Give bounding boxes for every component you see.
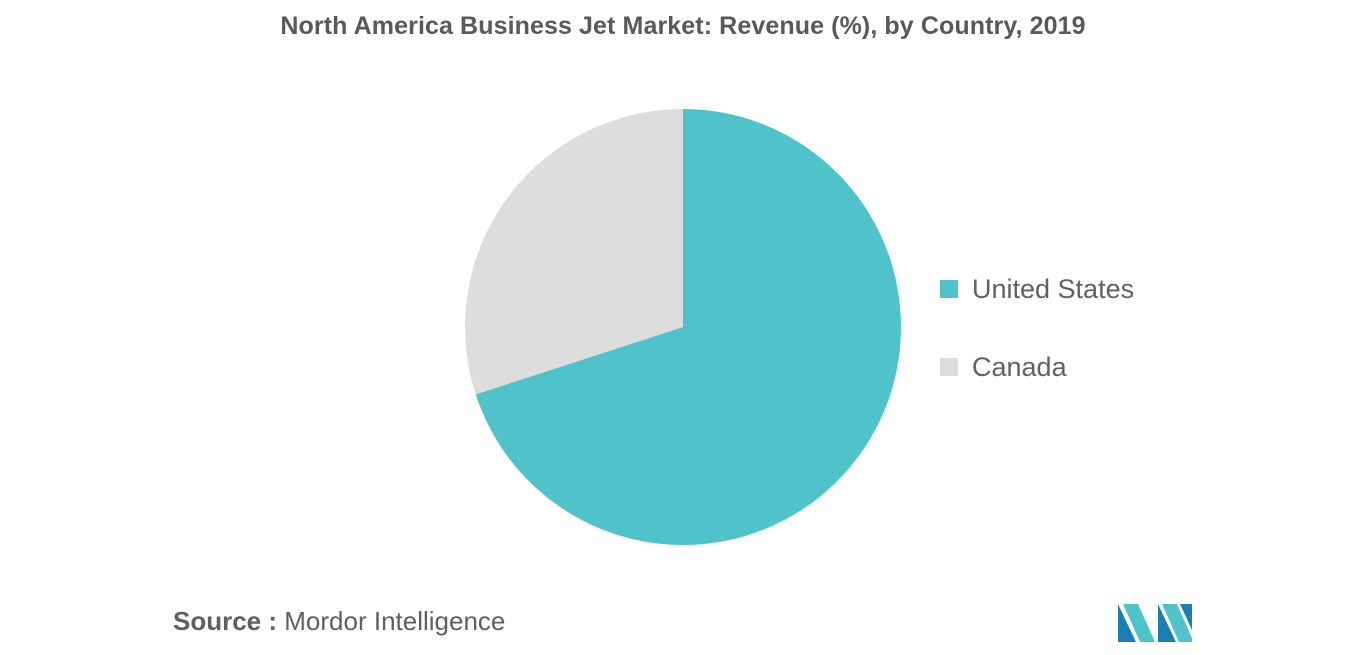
logo-shape-5 (1180, 604, 1192, 630)
legend-item-united-states: United States (940, 270, 1134, 308)
chart-title: North America Business Jet Market: Reven… (280, 12, 1086, 40)
legend-item-canada: Canada (940, 348, 1134, 386)
source-note: Source : Mordor Intelligence (173, 606, 505, 637)
pie-slice-united-states (475, 109, 901, 545)
source-label: Source : (173, 606, 278, 636)
logo-shape-3 (1158, 604, 1176, 642)
source-text: Mordor Intelligence (284, 606, 506, 636)
pie-slice-canada (465, 109, 683, 395)
logo-shape-2 (1123, 604, 1155, 642)
legend-label-canada: Canada (972, 351, 1067, 382)
chart-legend: United States Canada (940, 270, 1134, 426)
mordor-intelligence-logo-icon (1118, 604, 1192, 642)
logo-shape-4 (1162, 604, 1192, 642)
logo-shape-1 (1118, 604, 1136, 642)
legend-label-united-states: United States (972, 273, 1135, 304)
legend-swatch-canada (940, 358, 958, 376)
legend-swatch-united-states (940, 280, 958, 298)
